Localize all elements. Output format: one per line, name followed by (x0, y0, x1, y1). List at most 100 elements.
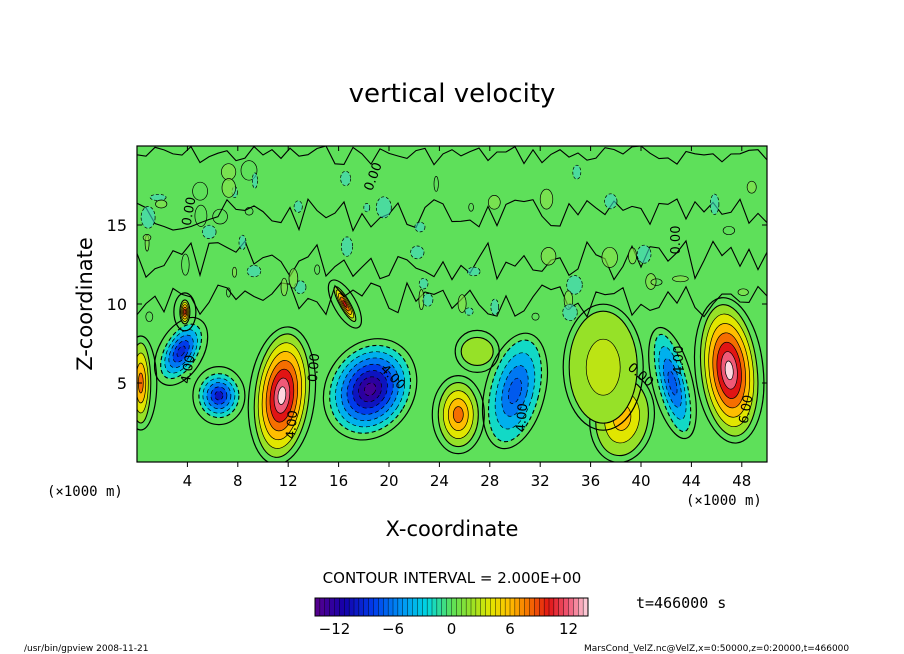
turbulence-eddy (221, 163, 237, 181)
turbulence-contour (137, 281, 767, 318)
turbulence-eddy (422, 293, 434, 307)
colorbar: −12 −6 0 6 12 (314, 597, 589, 638)
turbulence-eddy (414, 221, 426, 233)
velocity-cell (173, 292, 197, 332)
colorbar-swatch (353, 597, 360, 617)
x-unit-left: (×1000 m) (47, 484, 123, 500)
y-axis: 5 10 15 (107, 216, 767, 393)
turbulence-eddy (232, 266, 237, 278)
x-tick-label: 12 (279, 472, 298, 490)
zero-contour (247, 326, 317, 462)
turbulence-eddy (221, 178, 236, 198)
contour-ring (277, 386, 287, 405)
velocity-cell (247, 326, 317, 462)
zero-contour (153, 316, 209, 386)
x-axis-label: X-coordinate (386, 517, 519, 541)
colorbar-swatch (582, 597, 589, 617)
turbulence-eddy (251, 172, 258, 189)
colorbar-swatch (519, 597, 526, 617)
colorbar-swatch (397, 597, 404, 617)
colorbar-tick-label: 12 (559, 620, 578, 638)
colorbar-swatch (509, 597, 516, 617)
turbulence-eddy (340, 170, 351, 187)
colorbar-swatch (348, 597, 355, 617)
turbulence-eddy (540, 247, 557, 266)
colorbar-swatch (578, 597, 584, 617)
colorbar-swatch (436, 597, 443, 617)
turbulence-eddy (531, 312, 540, 321)
colorbar-swatch (470, 597, 477, 617)
x-tick-label: 44 (682, 472, 701, 490)
contour-label: 0.00 (180, 196, 200, 227)
colorbar-swatch (368, 597, 374, 617)
velocity-cell (693, 297, 765, 444)
colorbar-swatch (495, 597, 501, 617)
colorbar-swatch (339, 597, 345, 617)
contour-ring (214, 390, 224, 401)
turbulence-eddy (341, 236, 353, 257)
colorbar-swatch (392, 597, 399, 617)
contour-ring (452, 406, 464, 423)
velocity-cell (153, 316, 209, 386)
zero-contour (192, 366, 246, 426)
turbulence-eddy (628, 247, 637, 265)
colorbar-swatch (485, 597, 491, 617)
turbulence-eddy (201, 224, 217, 239)
y-tick-label: 5 (117, 374, 127, 393)
colorbar-swatch (441, 597, 448, 617)
colorbar-tick-label: −12 (319, 620, 351, 638)
colorbar-swatch (334, 597, 340, 617)
colorbar-swatch (324, 597, 331, 617)
velocity-cell (137, 335, 158, 431)
turbulence-eddy (722, 225, 736, 236)
turbulence-eddy (468, 202, 474, 212)
colorbar-swatch (490, 597, 496, 617)
turbulence-eddy (314, 264, 321, 275)
turbulence-eddy (240, 160, 258, 181)
x-tick-label: 24 (430, 472, 449, 490)
turbulence-eddy (650, 278, 663, 286)
turbulence-eddy (418, 277, 429, 290)
turbulence-eddy (572, 164, 582, 180)
footer-left: /usr/bin/gpview 2008-11-21 (24, 644, 148, 654)
colorbar-swatch (387, 597, 394, 617)
velocity-cell (481, 332, 549, 450)
colorbar-swatch (358, 597, 365, 617)
zero-contour (431, 375, 485, 455)
zero-contour (137, 335, 158, 431)
x-axis: 4 8 12 16 20 24 28 32 36 40 44 48 (183, 146, 751, 490)
colorbar-swatch (422, 597, 428, 617)
turbulence-eddy (244, 207, 254, 216)
colorbar-swatch (344, 597, 350, 617)
contour-label: 0.00 (306, 353, 323, 383)
colorbar-swatch (524, 597, 530, 617)
turbulence-eddy (566, 275, 583, 295)
turbulence-eddy (539, 188, 554, 210)
turbulence-eddy (145, 311, 154, 323)
turbulence-eddy (410, 245, 425, 260)
colorbar-tick-label: −6 (382, 620, 404, 638)
colorbar-tick-label: 6 (505, 620, 515, 638)
footer-right: MarsCond_VelZ.nc@VelZ,x=0:50000,z=0:2000… (584, 644, 849, 654)
colorbar-swatch (553, 597, 560, 617)
colorbar-swatch (363, 597, 370, 617)
contour-label: 0.00 (669, 226, 684, 255)
x-tick-label: 28 (480, 472, 499, 490)
turbulence-eddy (194, 204, 208, 227)
turbulence-eddy (490, 298, 500, 316)
colorbar-swatch (456, 597, 462, 617)
colorbar-swatch (446, 597, 452, 617)
colorbar-swatch (461, 597, 467, 617)
turbulence-eddy (294, 280, 307, 295)
turbulence-eddy (155, 199, 168, 209)
x-tick-label: 16 (329, 472, 348, 490)
velocity-cell (327, 279, 363, 329)
turbulence-eddy (363, 203, 371, 213)
turbulence-eddy (212, 208, 228, 225)
zero-contour (648, 326, 697, 440)
colorbar-frame (314, 597, 589, 617)
turbulence-eddy (433, 176, 439, 192)
turbulence-eddy (457, 294, 467, 313)
contour-label: 4.00 (284, 410, 301, 440)
